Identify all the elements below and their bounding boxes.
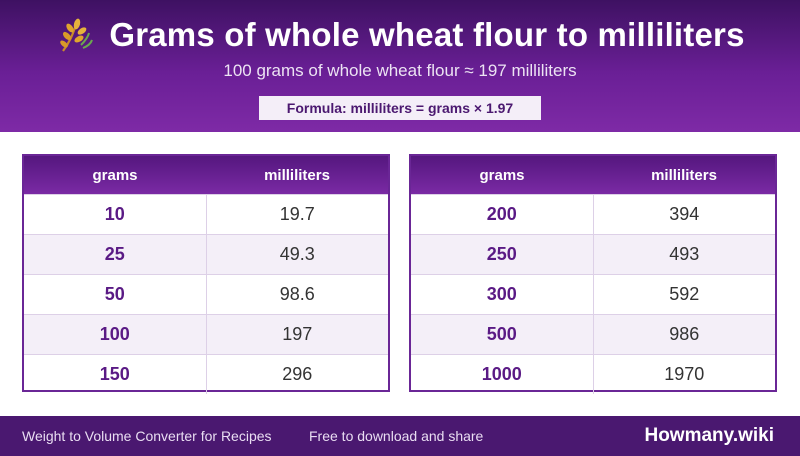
conversion-table-left: grams milliliters 10 19.7 25 49.3 50 98.… bbox=[22, 154, 390, 394]
brand-logo-text[interactable]: Howmany.wiki bbox=[644, 425, 774, 446]
grams-cell: 500 bbox=[411, 315, 594, 354]
formula-badge: Formula: milliliters = grams × 1.97 bbox=[259, 96, 541, 120]
wheat-icon bbox=[60, 18, 94, 52]
milliliters-cell: 98.6 bbox=[279, 284, 315, 304]
grams-cell: 50 bbox=[24, 275, 207, 314]
column-header-milliliters: milliliters bbox=[264, 166, 330, 184]
milliliters-cell: 296 bbox=[282, 364, 313, 384]
table-header: grams milliliters bbox=[24, 156, 388, 194]
table-row: 10 19.7 bbox=[24, 194, 388, 234]
page-title: Grams of whole wheat flour to milliliter… bbox=[109, 16, 745, 53]
grams-cell: 300 bbox=[411, 275, 594, 314]
conversion-table-right: grams milliliters 200 394 250 493 300 59… bbox=[409, 154, 777, 394]
table-row: 500 986 bbox=[411, 314, 775, 354]
milliliters-cell: 1970 bbox=[664, 364, 705, 384]
title-row: Grams of whole wheat flour to milliliter… bbox=[0, 12, 800, 58]
table-row: 150 296 bbox=[24, 354, 388, 394]
milliliters-cell: 49.3 bbox=[279, 244, 315, 264]
footer-share-note: Free to download and share bbox=[309, 428, 484, 444]
column-header-grams: grams bbox=[479, 166, 525, 184]
grams-cell: 200 bbox=[411, 195, 594, 234]
table-row: 1000 1970 bbox=[411, 354, 775, 394]
grams-cell: 10 bbox=[24, 195, 207, 234]
grams-cell: 250 bbox=[411, 235, 594, 274]
footer-tagline: Weight to Volume Converter for Recipes bbox=[22, 428, 272, 444]
column-header-milliliters: milliliters bbox=[651, 166, 717, 184]
grams-cell: 100 bbox=[24, 315, 207, 354]
table-row: 50 98.6 bbox=[24, 274, 388, 314]
grams-cell: 25 bbox=[24, 235, 207, 274]
milliliters-cell: 197 bbox=[282, 324, 313, 344]
milliliters-cell: 493 bbox=[669, 244, 700, 264]
table-header: grams milliliters bbox=[411, 156, 775, 194]
grams-cell: 150 bbox=[24, 355, 207, 394]
milliliters-cell: 592 bbox=[669, 284, 700, 304]
column-header-grams: grams bbox=[92, 166, 138, 184]
table-row: 250 493 bbox=[411, 234, 775, 274]
table-row: 100 197 bbox=[24, 314, 388, 354]
footer-bar: Weight to Volume Converter for Recipes F… bbox=[0, 416, 800, 456]
grams-cell: 1000 bbox=[411, 355, 594, 394]
header-banner: Grams of whole wheat flour to milliliter… bbox=[0, 0, 800, 132]
milliliters-cell: 394 bbox=[669, 204, 700, 224]
page-subtitle: 100 grams of whole wheat flour ≈ 197 mil… bbox=[223, 61, 577, 80]
milliliters-cell: 19.7 bbox=[279, 204, 315, 224]
table-row: 25 49.3 bbox=[24, 234, 388, 274]
milliliters-cell: 986 bbox=[669, 324, 700, 344]
table-row: 200 394 bbox=[411, 194, 775, 234]
table-row: 300 592 bbox=[411, 274, 775, 314]
